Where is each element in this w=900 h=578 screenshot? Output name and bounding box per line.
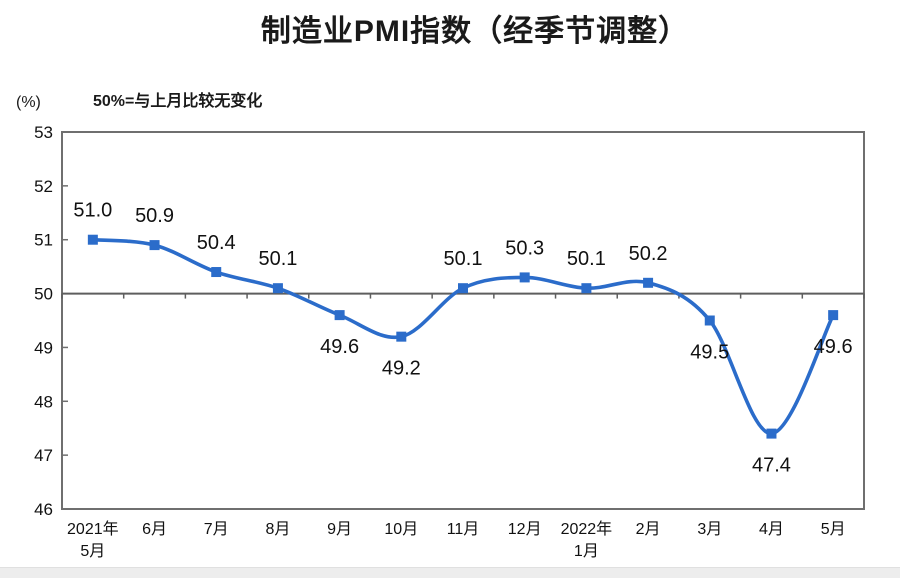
x-axis-label: 3月 xyxy=(697,521,722,538)
data-point-label: 50.1 xyxy=(567,248,606,270)
data-point-marker xyxy=(149,240,160,251)
x-axis-label: 11月 xyxy=(447,521,480,538)
data-point-label: 50.9 xyxy=(135,205,174,227)
pmi-line-series xyxy=(91,237,835,436)
data-point-marker xyxy=(704,315,715,326)
data-point-marker xyxy=(211,267,222,278)
y-tick-label: 48 xyxy=(34,392,53,411)
x-axis-label: 2月 xyxy=(636,521,661,538)
chart-title: 制造业PMI指数（经季节调整） xyxy=(260,15,690,48)
data-point-marker xyxy=(581,283,592,294)
data-point-marker xyxy=(766,428,777,439)
data-point-label: 51.0 xyxy=(73,200,112,222)
x-axis-label: 7月 xyxy=(204,521,229,538)
y-tick-label: 50 xyxy=(34,285,53,304)
y-tick-label: 46 xyxy=(34,500,53,519)
x-axis-label: 12月 xyxy=(508,521,542,538)
data-point-marker xyxy=(458,283,468,294)
x-axis-label: 5月 xyxy=(80,543,105,560)
page-bottom-strip xyxy=(0,567,900,578)
x-axis-label: 1月 xyxy=(574,543,599,560)
data-point-marker xyxy=(334,310,345,321)
data-point-marker xyxy=(87,234,98,245)
data-point-marker xyxy=(643,277,654,288)
x-axis-label: 5月 xyxy=(821,521,846,538)
y-tick-label: 52 xyxy=(34,177,53,196)
y-tick-label: 51 xyxy=(34,231,53,250)
data-point-marker xyxy=(396,331,407,342)
x-axis-label: 10月 xyxy=(384,521,418,538)
data-point-label: 49.5 xyxy=(690,342,729,364)
data-point-label: 49.6 xyxy=(320,336,359,358)
y-axis-unit-label: (%) xyxy=(16,94,41,111)
y-tick-label: 47 xyxy=(34,446,53,465)
y-tick-label: 49 xyxy=(34,338,53,357)
x-axis-label: 8月 xyxy=(265,521,290,538)
data-point-label: 49.6 xyxy=(814,336,853,358)
data-point-label: 49.2 xyxy=(382,358,421,380)
data-point-label: 50.4 xyxy=(197,232,236,254)
data-point-label: 47.4 xyxy=(752,455,791,477)
data-point-marker xyxy=(272,283,283,294)
x-axis-label: 6月 xyxy=(142,521,167,538)
baseline-note: 50%=与上月比较无变化 xyxy=(93,93,263,110)
plot-border xyxy=(61,131,865,510)
x-axis-label: 4月 xyxy=(759,521,784,538)
y-tick-label: 53 xyxy=(34,123,53,142)
data-point-label: 50.1 xyxy=(258,248,297,270)
data-point-label: 50.1 xyxy=(444,248,483,270)
data-point-label: 50.2 xyxy=(629,243,668,265)
x-axis-label: 2022年 xyxy=(561,520,613,538)
x-axis-label: 2021年 xyxy=(67,520,119,538)
data-point-marker xyxy=(519,272,530,283)
data-point-label: 50.3 xyxy=(505,237,544,259)
data-point-marker xyxy=(828,310,839,321)
x-axis-label: 9月 xyxy=(327,521,352,538)
